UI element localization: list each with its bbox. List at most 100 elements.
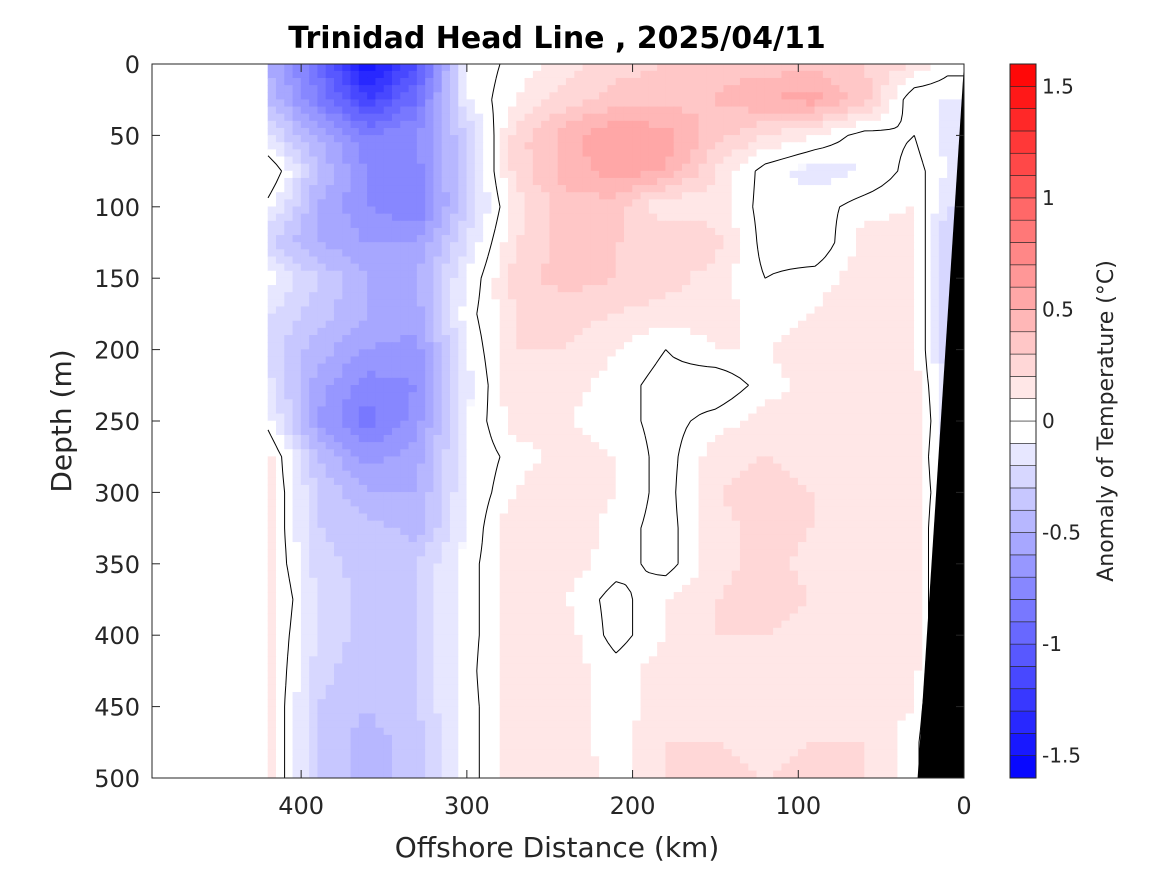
- field-cell: [715, 306, 725, 315]
- field-cell: [698, 392, 708, 400]
- field-cell: [889, 285, 899, 293]
- field-cell: [474, 185, 484, 193]
- field-cell: [715, 106, 725, 115]
- field-cell: [367, 399, 377, 408]
- field-cell: [880, 213, 890, 222]
- field-cell: [648, 249, 658, 258]
- field-cell: [590, 242, 600, 250]
- field-cell: [623, 306, 633, 315]
- field-cell: [706, 249, 716, 258]
- field-cell: [690, 349, 700, 358]
- field-cell: [781, 220, 791, 229]
- field-cell: [715, 120, 725, 129]
- field-cell: [648, 120, 658, 129]
- field-cell: [449, 463, 459, 472]
- field-cell: [847, 385, 857, 393]
- field-cell: [739, 170, 749, 179]
- field-cell: [474, 199, 484, 208]
- field-cell: [441, 320, 451, 329]
- field-cell: [325, 270, 335, 279]
- field-cell: [400, 477, 410, 486]
- field-cell: [897, 170, 907, 179]
- field-cell: [739, 335, 749, 343]
- field-cell: [425, 242, 435, 250]
- field-cell: [723, 263, 733, 272]
- field-cell: [292, 227, 302, 236]
- field-cell: [748, 92, 758, 100]
- field-cell: [466, 406, 476, 415]
- field-cell: [781, 135, 791, 143]
- field-cell: [408, 292, 418, 300]
- field-cell: [913, 434, 923, 443]
- field-cell: [565, 206, 575, 215]
- field-cell: [632, 285, 642, 293]
- field-cell: [839, 92, 849, 100]
- field-cell: [532, 220, 542, 229]
- field-cell: [532, 484, 542, 493]
- field-cell: [731, 263, 741, 272]
- field-cell: [880, 220, 890, 229]
- field-cell: [309, 342, 319, 350]
- field-cell: [309, 477, 319, 486]
- field-cell: [855, 156, 865, 165]
- field-cell: [557, 442, 567, 450]
- field-cell: [781, 349, 791, 358]
- field-cell: [383, 335, 393, 343]
- field-cell: [582, 342, 592, 350]
- field-cell: [715, 70, 725, 79]
- field-cell: [938, 363, 948, 372]
- field-cell: [748, 356, 758, 365]
- field-cell: [706, 349, 716, 358]
- field-cell: [822, 399, 832, 408]
- field-cell: [565, 399, 575, 408]
- field-cell: [499, 85, 509, 93]
- field-cell: [483, 156, 493, 165]
- field-cell: [839, 99, 849, 108]
- field-cell: [648, 313, 658, 322]
- field-cell: [375, 342, 385, 350]
- field-cell: [267, 306, 277, 315]
- field-cell: [839, 320, 849, 329]
- field-cell: [267, 199, 277, 208]
- field-cell: [267, 377, 277, 386]
- field-cell: [773, 256, 783, 265]
- field-cell: [839, 356, 849, 365]
- field-cell: [715, 456, 725, 465]
- field-cell: [673, 292, 683, 300]
- field-cell: [681, 99, 691, 108]
- field-cell: [317, 70, 327, 79]
- field-cell: [433, 142, 443, 150]
- field-cell: [342, 370, 352, 379]
- field-cell: [565, 185, 575, 193]
- field-cell: [880, 249, 890, 258]
- field-cell: [905, 106, 915, 115]
- field-cell: [814, 420, 824, 429]
- field-cell: [913, 170, 923, 179]
- field-cell: [574, 156, 584, 165]
- field-cell: [698, 64, 708, 72]
- field-cell: [623, 92, 633, 100]
- field-cell: [822, 327, 832, 336]
- field-cell: [640, 199, 650, 208]
- field-cell: [640, 77, 650, 86]
- field-cell: [599, 385, 609, 393]
- field-cell: [913, 156, 923, 165]
- field-cell: [706, 92, 716, 100]
- field-cell: [309, 177, 319, 186]
- field-cell: [847, 299, 857, 308]
- field-cell: [466, 185, 476, 193]
- field-cell: [507, 363, 517, 372]
- field-cell: [309, 185, 319, 193]
- field-cell: [524, 242, 534, 250]
- field-cell: [483, 227, 493, 236]
- field-cell: [400, 70, 410, 79]
- field-cell: [889, 263, 899, 272]
- field-cell: [880, 92, 890, 100]
- field-cell: [681, 206, 691, 215]
- field-cell: [806, 463, 816, 472]
- field-cell: [375, 442, 385, 450]
- field-cell: [889, 270, 899, 279]
- field-cell: [590, 149, 600, 158]
- field-cell: [789, 127, 799, 136]
- field-cell: [358, 263, 368, 272]
